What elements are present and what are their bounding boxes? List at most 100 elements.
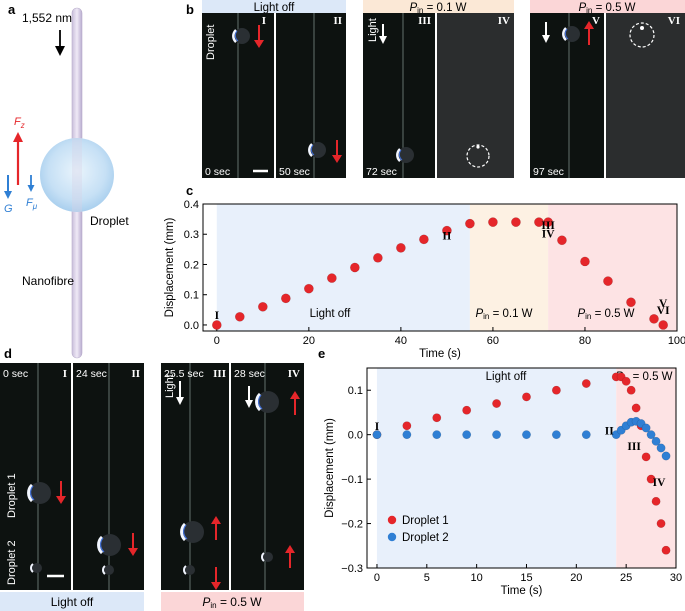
nanofibre-label: Nanofibre [22, 274, 74, 288]
svg-text:50 sec: 50 sec [279, 166, 310, 178]
frame-d-IV: IV 28 sec [231, 363, 304, 590]
svg-text:Light off: Light off [254, 2, 296, 14]
x-axis-label: Time (s) [419, 348, 461, 360]
data-point [646, 474, 656, 484]
data-point [651, 496, 661, 506]
data-point [626, 297, 636, 308]
svg-text:24 sec: 24 sec [76, 368, 107, 380]
data-point [511, 217, 521, 227]
svg-text:IV: IV [288, 368, 300, 380]
data-point [661, 545, 671, 555]
x-tick-label: 20 [303, 335, 315, 347]
y-tick-label: 0.0 [348, 430, 363, 442]
point-annotation: II [605, 426, 614, 438]
data-point [641, 423, 651, 433]
region-label-light-off: Light off [486, 371, 528, 383]
data-point [522, 430, 531, 440]
data-point [649, 314, 659, 324]
y-tick-label: 0.2 [184, 259, 199, 271]
wavelength-label: 1,552 nm [22, 11, 72, 25]
region-label-light-off: Light off [310, 308, 352, 320]
svg-text:Pin = 0.5 W: Pin = 0.5 W [202, 595, 262, 610]
legend-marker [387, 515, 397, 525]
svg-text:V: V [592, 15, 600, 27]
data-point [462, 430, 472, 440]
x-tick-label: 0 [374, 572, 380, 584]
droplet-sphere [40, 138, 114, 212]
point-annotation: III [627, 441, 641, 453]
svg-text:Light: Light [367, 18, 379, 42]
data-point [372, 430, 382, 440]
panel-a: a 1,552 nm Fz G Fμ Droplet Nanofibre [4, 2, 129, 359]
frame-d-I: Droplet 1 Droplet 2 I 0 sec [0, 363, 71, 590]
svg-text:72 sec: 72 sec [366, 166, 397, 178]
y-tick-label: 0.0 [184, 320, 199, 332]
y-tick-label: 0.1 [184, 290, 199, 302]
svg-text:Pin = 0.1 W: Pin = 0.1 W [409, 2, 466, 15]
droplet2-label: Droplet 2 [6, 540, 18, 585]
svg-text:II: II [131, 368, 140, 380]
data-point [534, 217, 544, 227]
data-point [419, 234, 429, 245]
region-0 [216, 204, 470, 331]
plot-frame [202, 203, 678, 332]
svg-text:IV: IV [498, 15, 510, 27]
x-tick-label: 5 [424, 572, 430, 584]
point-annotation: III [541, 220, 555, 232]
data-point [327, 273, 337, 283]
region-2 [548, 204, 677, 331]
panel-c: c Light off Pin = 0.1 W Pin = 0.5 W 0 20 40 60… [164, 183, 685, 360]
svg-text:0 sec: 0 sec [205, 166, 230, 178]
data-point [522, 392, 531, 402]
x-tick-label: 80 [579, 335, 591, 347]
laser-arrowhead [55, 46, 65, 56]
x-tick-label: 60 [487, 335, 499, 347]
data-point [462, 405, 472, 415]
point-annotation: I [375, 421, 380, 433]
data-point [432, 430, 442, 440]
data-point [580, 256, 590, 267]
droplet-label: Droplet [90, 214, 129, 228]
data-point [581, 430, 591, 440]
frame-b-IV: IV [437, 13, 514, 178]
frame-d-II: II 24 sec [73, 363, 144, 590]
x-tick-label: 25 [620, 572, 632, 584]
x-tick-label: 30 [670, 572, 682, 584]
svg-text:97 sec: 97 sec [533, 166, 564, 178]
svg-text:Light: Light [164, 374, 176, 398]
x-tick-label: 100 [668, 335, 685, 347]
header-light-off [202, 0, 346, 13]
x-tick-label: 10 [471, 572, 483, 584]
x-axis-label: Time (s) [501, 585, 543, 597]
data-point [581, 379, 591, 389]
svg-text:III: III [418, 15, 431, 27]
point-annotation: IV [653, 477, 666, 489]
data-point [257, 301, 268, 312]
data-point [551, 430, 561, 440]
data-point [661, 451, 671, 461]
point-annotation: V [659, 298, 668, 310]
region-1 [616, 368, 676, 568]
frame-b-III: Light III 72 sec [363, 13, 435, 178]
y-tick-label: −0.1 [341, 474, 363, 486]
y-tick-label: 0.1 [348, 385, 363, 397]
force-mu-label: Fμ [26, 197, 38, 211]
svg-text:VI: VI [668, 15, 680, 27]
data-point [303, 283, 314, 294]
point-annotation: IV [542, 228, 555, 240]
data-point [656, 443, 666, 453]
y-tick-label: 0.4 [184, 199, 199, 211]
data-point [432, 413, 442, 423]
frame-b-V: V 97 sec [530, 13, 604, 178]
data-point [621, 376, 631, 386]
data-point [402, 430, 412, 440]
data-point [641, 452, 651, 462]
svg-text:0 sec: 0 sec [3, 368, 28, 380]
legend-marker [387, 532, 397, 542]
legend-label: Droplet 2 [402, 532, 449, 544]
point-annotation: VI [657, 305, 670, 317]
data-point [492, 399, 502, 409]
data-point [280, 293, 291, 304]
